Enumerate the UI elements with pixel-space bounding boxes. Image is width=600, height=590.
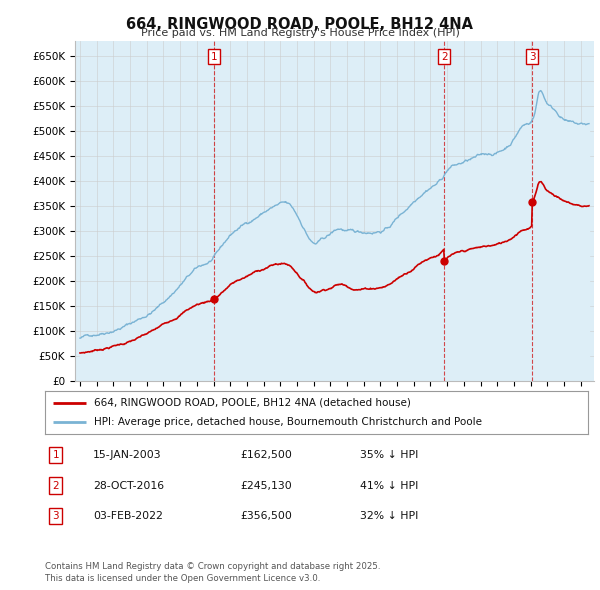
Text: 1: 1 [52, 450, 59, 460]
Text: 664, RINGWOOD ROAD, POOLE, BH12 4NA (detached house): 664, RINGWOOD ROAD, POOLE, BH12 4NA (det… [94, 398, 411, 408]
Text: 2: 2 [52, 481, 59, 490]
Text: 2: 2 [441, 51, 448, 61]
Text: 32% ↓ HPI: 32% ↓ HPI [360, 512, 418, 521]
Text: 41% ↓ HPI: 41% ↓ HPI [360, 481, 418, 490]
Text: £245,130: £245,130 [240, 481, 292, 490]
Text: Contains HM Land Registry data © Crown copyright and database right 2025.
This d: Contains HM Land Registry data © Crown c… [45, 562, 380, 583]
Text: 28-OCT-2016: 28-OCT-2016 [93, 481, 164, 490]
Text: 15-JAN-2003: 15-JAN-2003 [93, 450, 161, 460]
Text: 03-FEB-2022: 03-FEB-2022 [93, 512, 163, 521]
Text: 35% ↓ HPI: 35% ↓ HPI [360, 450, 418, 460]
Text: 1: 1 [211, 51, 217, 61]
Text: HPI: Average price, detached house, Bournemouth Christchurch and Poole: HPI: Average price, detached house, Bour… [94, 417, 482, 427]
Text: 3: 3 [529, 51, 535, 61]
Text: Price paid vs. HM Land Registry's House Price Index (HPI): Price paid vs. HM Land Registry's House … [140, 28, 460, 38]
Text: 3: 3 [52, 512, 59, 521]
Text: 664, RINGWOOD ROAD, POOLE, BH12 4NA: 664, RINGWOOD ROAD, POOLE, BH12 4NA [127, 17, 473, 31]
Text: £356,500: £356,500 [240, 512, 292, 521]
Text: £162,500: £162,500 [240, 450, 292, 460]
